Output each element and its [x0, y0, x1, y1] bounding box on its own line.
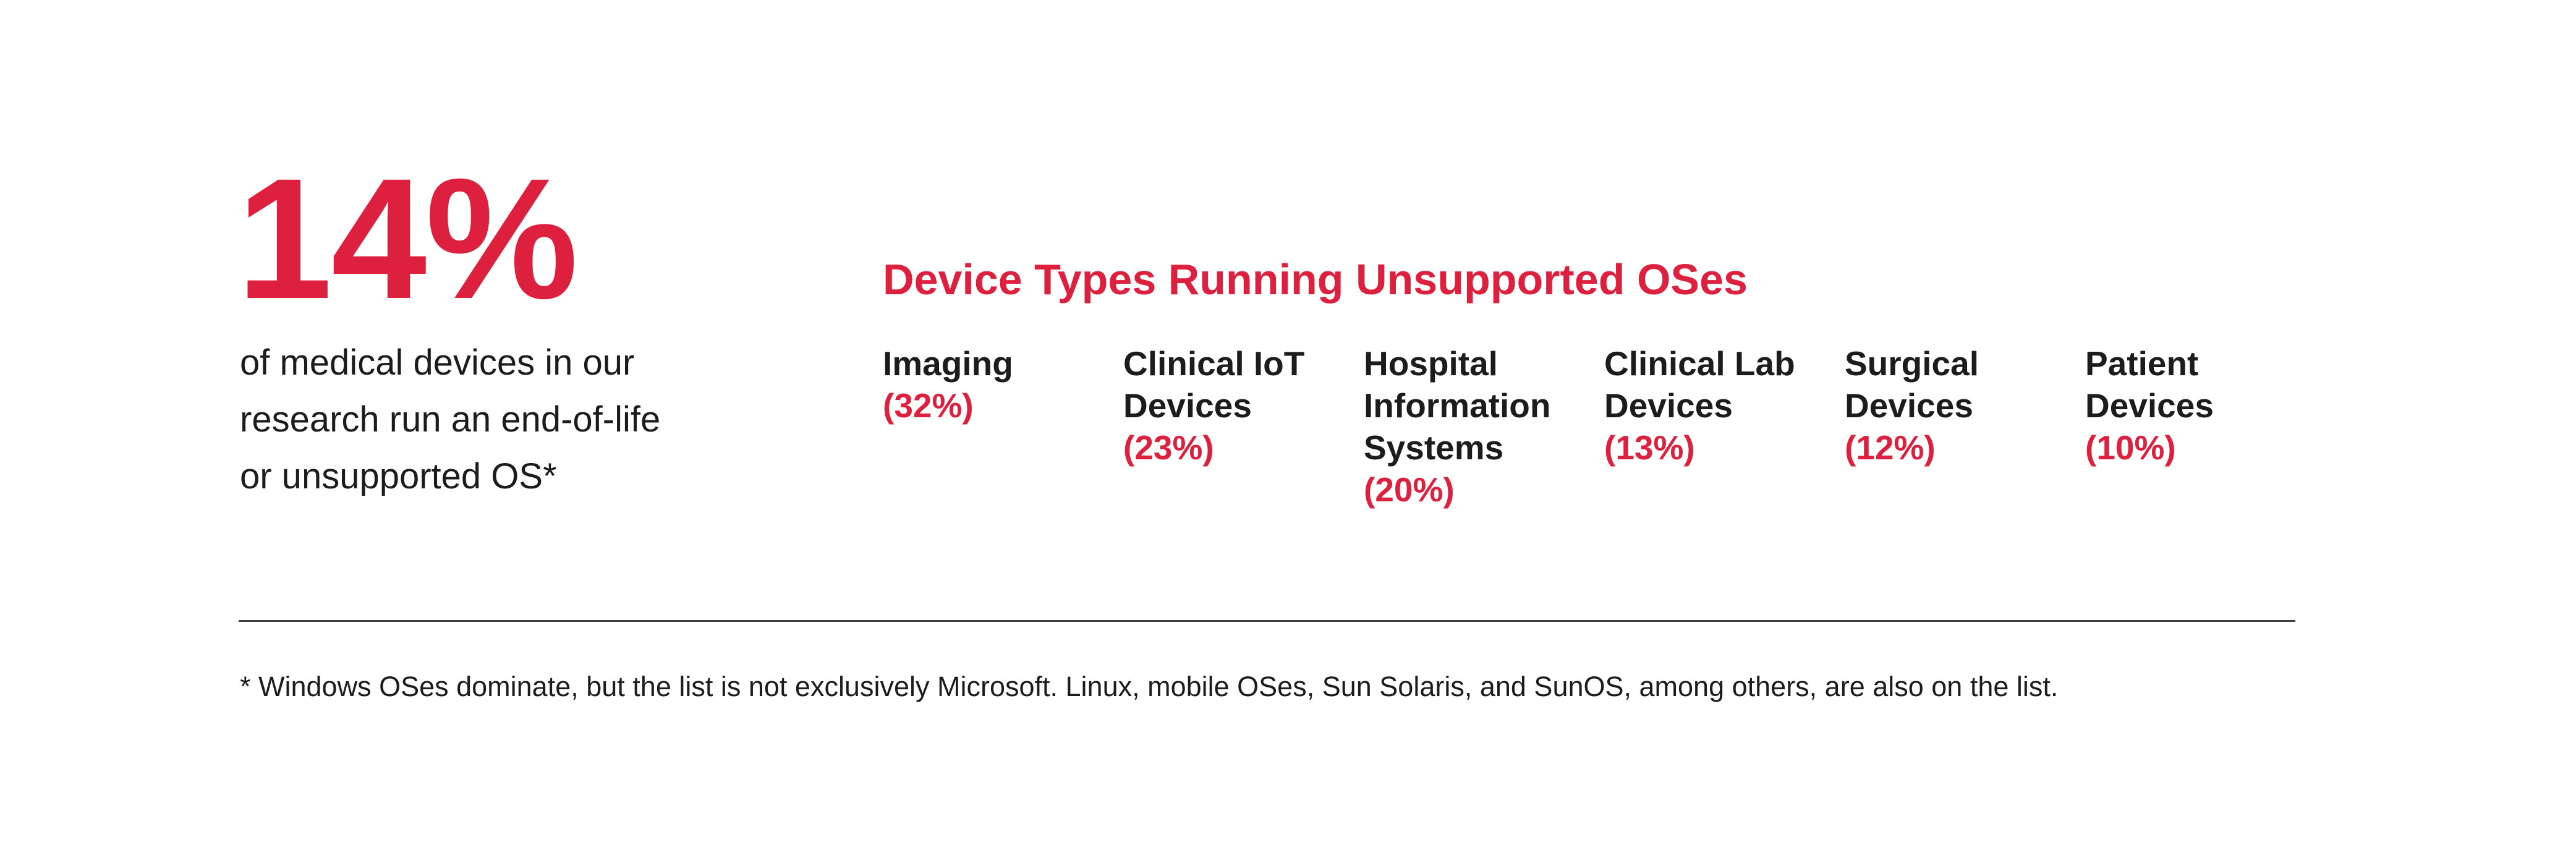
stat-description: of medical devices in our research run a… [240, 342, 661, 496]
footnote: * Windows OSes dominate, but the list is… [240, 671, 2059, 702]
device-column-imaging: Imaging (32%) [883, 342, 1087, 427]
device-label: Patient Devices [2085, 344, 2214, 425]
device-percent: (32%) [883, 386, 974, 425]
device-column-surgical: Surgical Devices (12%) [1845, 342, 2049, 469]
divider-rule [239, 620, 2295, 622]
device-label: Clinical IoT Devices [1123, 344, 1305, 425]
stat-value: 14% [237, 142, 578, 334]
device-percent: (10%) [2085, 428, 2176, 467]
device-label: Hospital Information Systems [1364, 344, 1551, 467]
device-percent: (20%) [1364, 470, 1455, 509]
device-column-clinical-iot: Clinical IoT Devices (23%) [1123, 342, 1327, 469]
device-percent: (12%) [1845, 428, 1936, 467]
device-percent: (13%) [1604, 428, 1695, 467]
device-label: Imaging [883, 344, 1013, 383]
device-percent: (23%) [1123, 428, 1214, 467]
device-label: Surgical Devices [1845, 344, 1979, 425]
device-column-clinical-lab: Clinical Lab Devices (13%) [1604, 342, 1808, 469]
device-column-patient: Patient Devices (10%) [2085, 342, 2289, 469]
device-column-hospital-information-systems: Hospital Information Systems (20%) [1364, 342, 1568, 511]
chart-title: Device Types Running Unsupported OSes [883, 255, 1748, 304]
device-label: Clinical Lab Devices [1604, 344, 1795, 425]
device-type-columns: Imaging (32%) Clinical IoT Devices (23%)… [883, 342, 2289, 511]
